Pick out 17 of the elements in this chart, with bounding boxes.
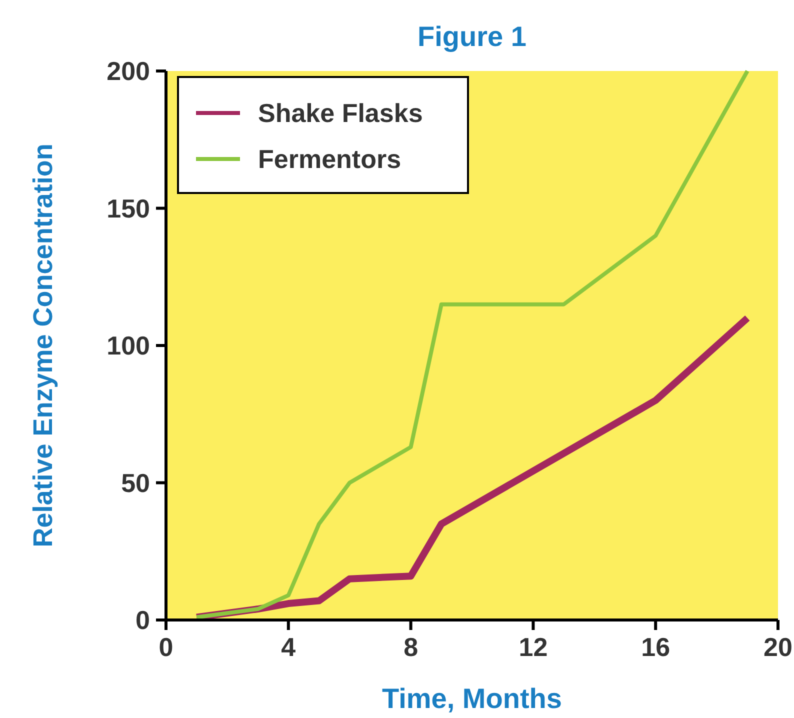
y-tick-label: 0 bbox=[136, 605, 150, 635]
legend-label: Fermentors bbox=[258, 144, 402, 174]
x-tick-label: 8 bbox=[404, 632, 418, 662]
line-series bbox=[194, 69, 750, 620]
legend-label: Shake Flasks bbox=[258, 98, 423, 128]
x-tick-label: 16 bbox=[641, 632, 670, 662]
x-axis-title: Time, Months bbox=[382, 683, 562, 714]
x-tick-label: 0 bbox=[158, 632, 174, 662]
y-tick-label: 200 bbox=[106, 56, 150, 86]
y-axis-title: Relative Enzyme Concentration bbox=[28, 144, 58, 548]
x-tick-label: 20 bbox=[764, 632, 792, 662]
y-tick-label: 100 bbox=[106, 330, 150, 360]
chart-title: Figure 1 bbox=[418, 21, 526, 52]
y-tick-label: 150 bbox=[106, 193, 150, 224]
y-tick-label: 50 bbox=[121, 468, 150, 498]
x-tick-label: 12 bbox=[518, 632, 548, 662]
x-tick-label: 4 bbox=[281, 632, 296, 662]
